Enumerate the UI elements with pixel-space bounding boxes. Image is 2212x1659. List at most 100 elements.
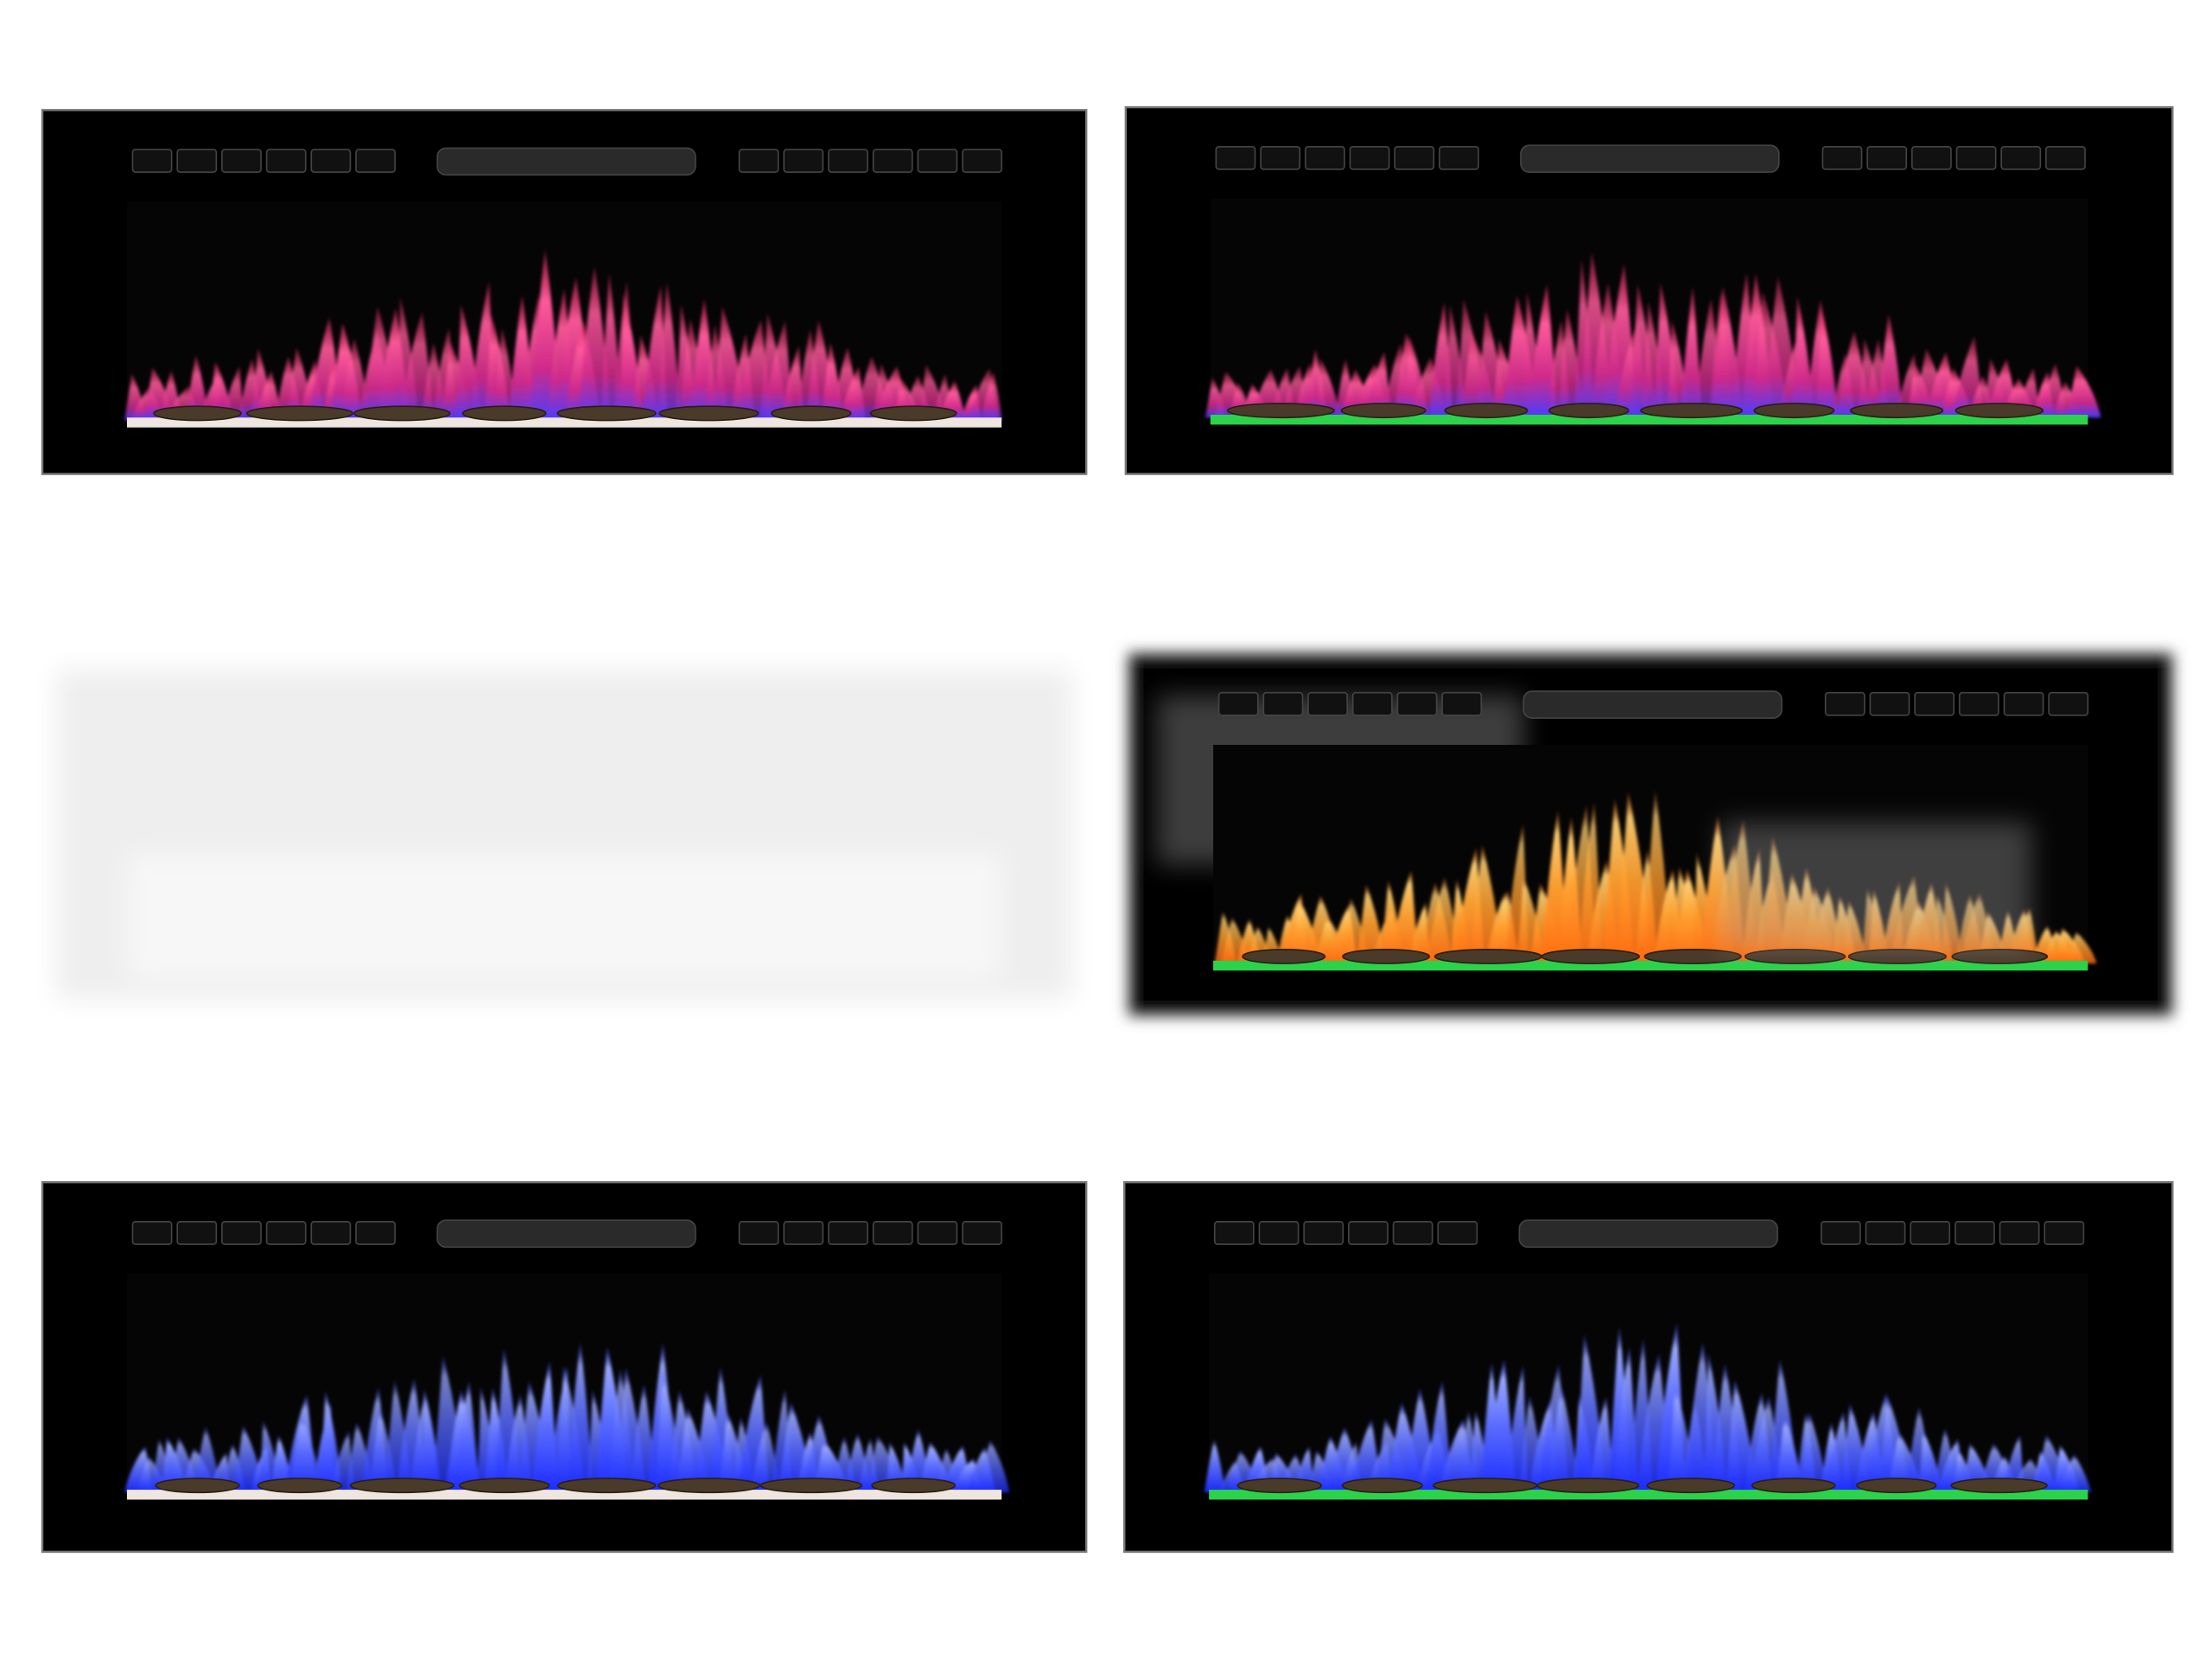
- vent-slot: [738, 1221, 779, 1245]
- vent-slot: [176, 149, 218, 173]
- flame: [185, 354, 209, 421]
- log: [1751, 1478, 1836, 1494]
- log: [1856, 1478, 1937, 1494]
- log: [1236, 1478, 1323, 1494]
- heater-grille: [436, 147, 696, 176]
- log: [1849, 403, 1944, 419]
- vent-slot: [1955, 145, 1997, 170]
- log: [1433, 948, 1543, 964]
- vent-slot: [828, 1221, 868, 1245]
- log: [257, 1478, 343, 1494]
- vent-slot: [131, 149, 173, 173]
- vent-slot: [1215, 145, 1256, 170]
- flame: [577, 265, 612, 421]
- vent-slot: [221, 149, 262, 173]
- ember-bed: [1210, 415, 2088, 425]
- flame: [318, 1390, 342, 1493]
- fireplace-panel: [1127, 652, 2174, 1017]
- vent-slot: [1260, 145, 1301, 170]
- vent-slot: [1349, 145, 1390, 170]
- fireplace-panel: [41, 1180, 1088, 1554]
- vent-slot: [265, 1221, 307, 1245]
- fireplace-panel: [1123, 1180, 2174, 1554]
- vent-slot: [176, 1221, 218, 1245]
- log: [1955, 403, 2044, 419]
- log: [1432, 1478, 1538, 1494]
- ember-bed: [1209, 1490, 2088, 1500]
- vent-slot: [221, 1221, 262, 1245]
- log: [461, 405, 547, 422]
- flame: [2065, 365, 2101, 418]
- vent-slot: [310, 1221, 352, 1245]
- vent-slot: [828, 149, 868, 173]
- flame: [981, 372, 1002, 421]
- log: [1340, 403, 1427, 419]
- haze: [126, 853, 1002, 981]
- vent-slot: [1914, 691, 1955, 716]
- ember-bed: [126, 1490, 1002, 1500]
- flame: [658, 281, 681, 421]
- vent-slot: [1441, 691, 1483, 716]
- vent-slot: [1258, 1221, 1300, 1245]
- log: [155, 1478, 240, 1494]
- log: [658, 405, 760, 422]
- log: [657, 1478, 760, 1494]
- log: [556, 405, 657, 422]
- flame: [567, 1341, 594, 1493]
- flame: [1426, 1380, 1452, 1493]
- vent-slot: [1999, 1221, 2040, 1245]
- vent-slot: [310, 149, 352, 173]
- log: [1342, 948, 1431, 964]
- flame: [1681, 286, 1702, 418]
- ember-bed: [126, 417, 1002, 428]
- vent-slot: [1824, 691, 1866, 716]
- vent-slot: [2048, 691, 2089, 716]
- vent-slot: [1955, 1221, 1995, 1245]
- vent-slot: [783, 1221, 824, 1245]
- vent-slot: [355, 149, 396, 173]
- flame: [1917, 1429, 1942, 1493]
- log: [1548, 403, 1630, 419]
- vent-slot: [1217, 691, 1259, 716]
- flame: [1426, 877, 1461, 964]
- vent-slot: [2000, 145, 2042, 170]
- flames: [1205, 251, 2101, 418]
- flame: [1815, 307, 1838, 418]
- vent-slot: [2045, 145, 2086, 170]
- vent-slot: [1821, 145, 1863, 170]
- vent-slot: [917, 1221, 958, 1245]
- fireplace-panel: [56, 670, 1072, 999]
- vent-slot: [1351, 691, 1393, 716]
- vent-slot: [1910, 145, 1952, 170]
- log: [1227, 403, 1335, 419]
- log: [869, 405, 957, 422]
- vent-slot: [962, 1221, 1002, 1245]
- log: [349, 1478, 455, 1494]
- vent-slot: [1866, 145, 1908, 170]
- log: [353, 405, 451, 422]
- vent-slot: [738, 149, 779, 173]
- vent-slot: [1348, 1221, 1389, 1245]
- log: [760, 1478, 862, 1494]
- flame: [1877, 313, 1904, 418]
- flame: [531, 1360, 559, 1493]
- log: [1341, 1478, 1423, 1494]
- vent-slot: [265, 149, 307, 173]
- log: [245, 405, 353, 422]
- log: [1541, 948, 1640, 964]
- vent-slot: [1394, 145, 1435, 170]
- log: [1950, 1478, 2048, 1494]
- flame: [1365, 351, 1392, 418]
- flame: [1484, 1358, 1516, 1493]
- log: [1753, 403, 1835, 419]
- flame: [1528, 283, 1559, 418]
- flame: [1315, 358, 1340, 418]
- heater-grille: [1518, 1219, 1778, 1249]
- flame: [289, 1414, 322, 1493]
- log: [1640, 403, 1744, 419]
- flame: [1589, 1395, 1615, 1493]
- vent-slot: [1958, 691, 1999, 716]
